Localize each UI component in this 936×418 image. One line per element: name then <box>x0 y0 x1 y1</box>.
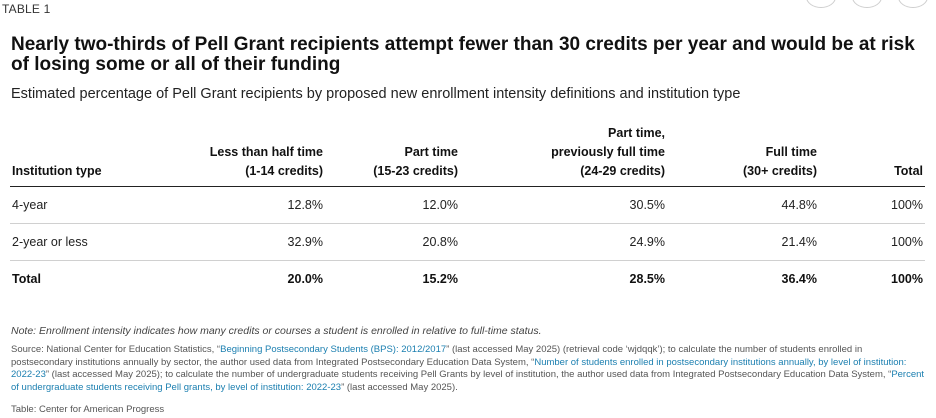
table-note: Note: Enrollment intensity indicates how… <box>11 325 542 337</box>
table-cell: 21.4% <box>667 223 819 261</box>
total-row: Total 20.0% 15.2% 28.5% 36.4% 100% <box>10 260 925 297</box>
table-row: 4-year 12.8% 12.0% 30.5% 44.8% 100% <box>10 186 925 224</box>
table-cell: 28.5% <box>460 260 667 297</box>
table-cell: 15.2% <box>325 260 460 297</box>
table-cell: 24.9% <box>460 223 667 261</box>
source-citation: Source: National Center for Education St… <box>11 344 925 393</box>
table-cell: 30.5% <box>460 186 667 224</box>
table-credit: Table: Center for American Progress <box>11 404 165 415</box>
table-cell: 20.0% <box>160 260 325 297</box>
table-cell: 12.0% <box>325 186 460 224</box>
header-full-time: Full time (30+ credits) <box>667 124 819 187</box>
row-label: 2-year or less <box>10 223 160 261</box>
header-less-than-half-time: Less than half time (1-14 credits) <box>160 124 325 187</box>
table-cell: 100% <box>819 186 925 224</box>
table-cell: 100% <box>819 223 925 261</box>
source-link-pell[interactable]: Percent of undergraduate students receiv… <box>11 369 925 393</box>
table-label: TABLE 1 <box>2 2 51 16</box>
page-title: Nearly two-thirds of Pell Grant recipien… <box>11 34 915 75</box>
table-cell: 20.8% <box>325 223 460 261</box>
share-button[interactable] <box>806 0 836 8</box>
header-total: Total <box>819 124 925 187</box>
table-cell: 36.4% <box>667 260 819 297</box>
source-link-bps[interactable]: Beginning Postsecondary Students (BPS): … <box>220 344 447 355</box>
table-cell: 32.9% <box>160 223 325 261</box>
header-part-time-previously-full-time: Part time, previously full time (24-29 cre… <box>460 124 667 187</box>
row-label: 4-year <box>10 186 160 224</box>
subtitle: Estimated percentage of Pell Grant recip… <box>11 86 741 102</box>
table-cell: 12.8% <box>160 186 325 224</box>
header-row: Institution type Less than half time (1-1… <box>10 124 925 187</box>
row-label: Total <box>10 260 160 297</box>
table-cell: 100% <box>819 260 925 297</box>
embed-button[interactable] <box>898 0 928 8</box>
data-table: Institution type Less than half time (1-1… <box>10 124 925 297</box>
table-cell: 44.8% <box>667 186 819 224</box>
table-row: 2-year or less 32.9% 20.8% 24.9% 21.4% 1… <box>10 223 925 261</box>
source-link-enrollment[interactable]: Number of students enrolled in postsecon… <box>11 356 907 381</box>
header-part-time: Part time (15-23 credits) <box>325 124 460 187</box>
download-button[interactable] <box>852 0 882 8</box>
header-institution-type: Institution type <box>10 124 160 187</box>
